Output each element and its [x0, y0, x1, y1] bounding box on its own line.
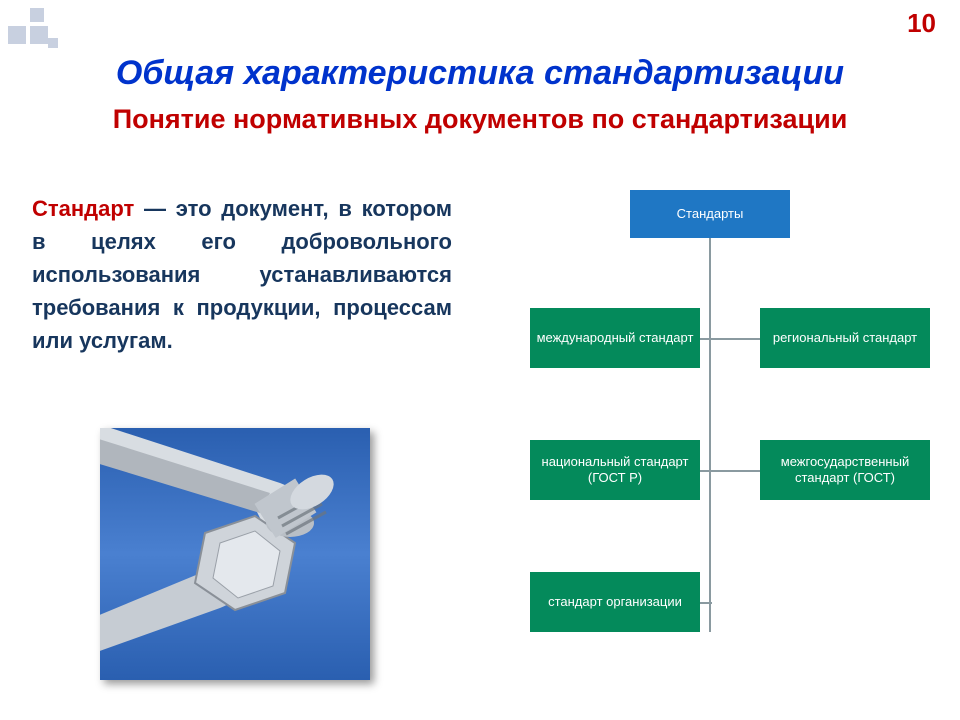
chart-node-organization: стандарт организации [530, 572, 700, 632]
chart-node-national: национальный стандарт (ГОСТ Р) [530, 440, 700, 500]
chart-node-regional: региональный стандарт [760, 308, 930, 368]
chart-node-interstate: межгосударственный стандарт (ГОСТ) [760, 440, 930, 500]
slide-title: Общая характеристика стандартизации [0, 54, 960, 93]
standards-hierarchy-chart: Стандарты международный стандарт региона… [500, 190, 940, 670]
definition-text: Стандарт — это документ, в котором в цел… [32, 192, 452, 357]
slide-subtitle: Понятие нормативных документов по станда… [0, 104, 960, 135]
definition-term: Стандарт [32, 196, 134, 221]
chart-root-node: Стандарты [630, 190, 790, 238]
chart-node-international: международный стандарт [530, 308, 700, 368]
wrench-bolt-image [100, 428, 370, 680]
page-number: 10 [907, 8, 936, 39]
